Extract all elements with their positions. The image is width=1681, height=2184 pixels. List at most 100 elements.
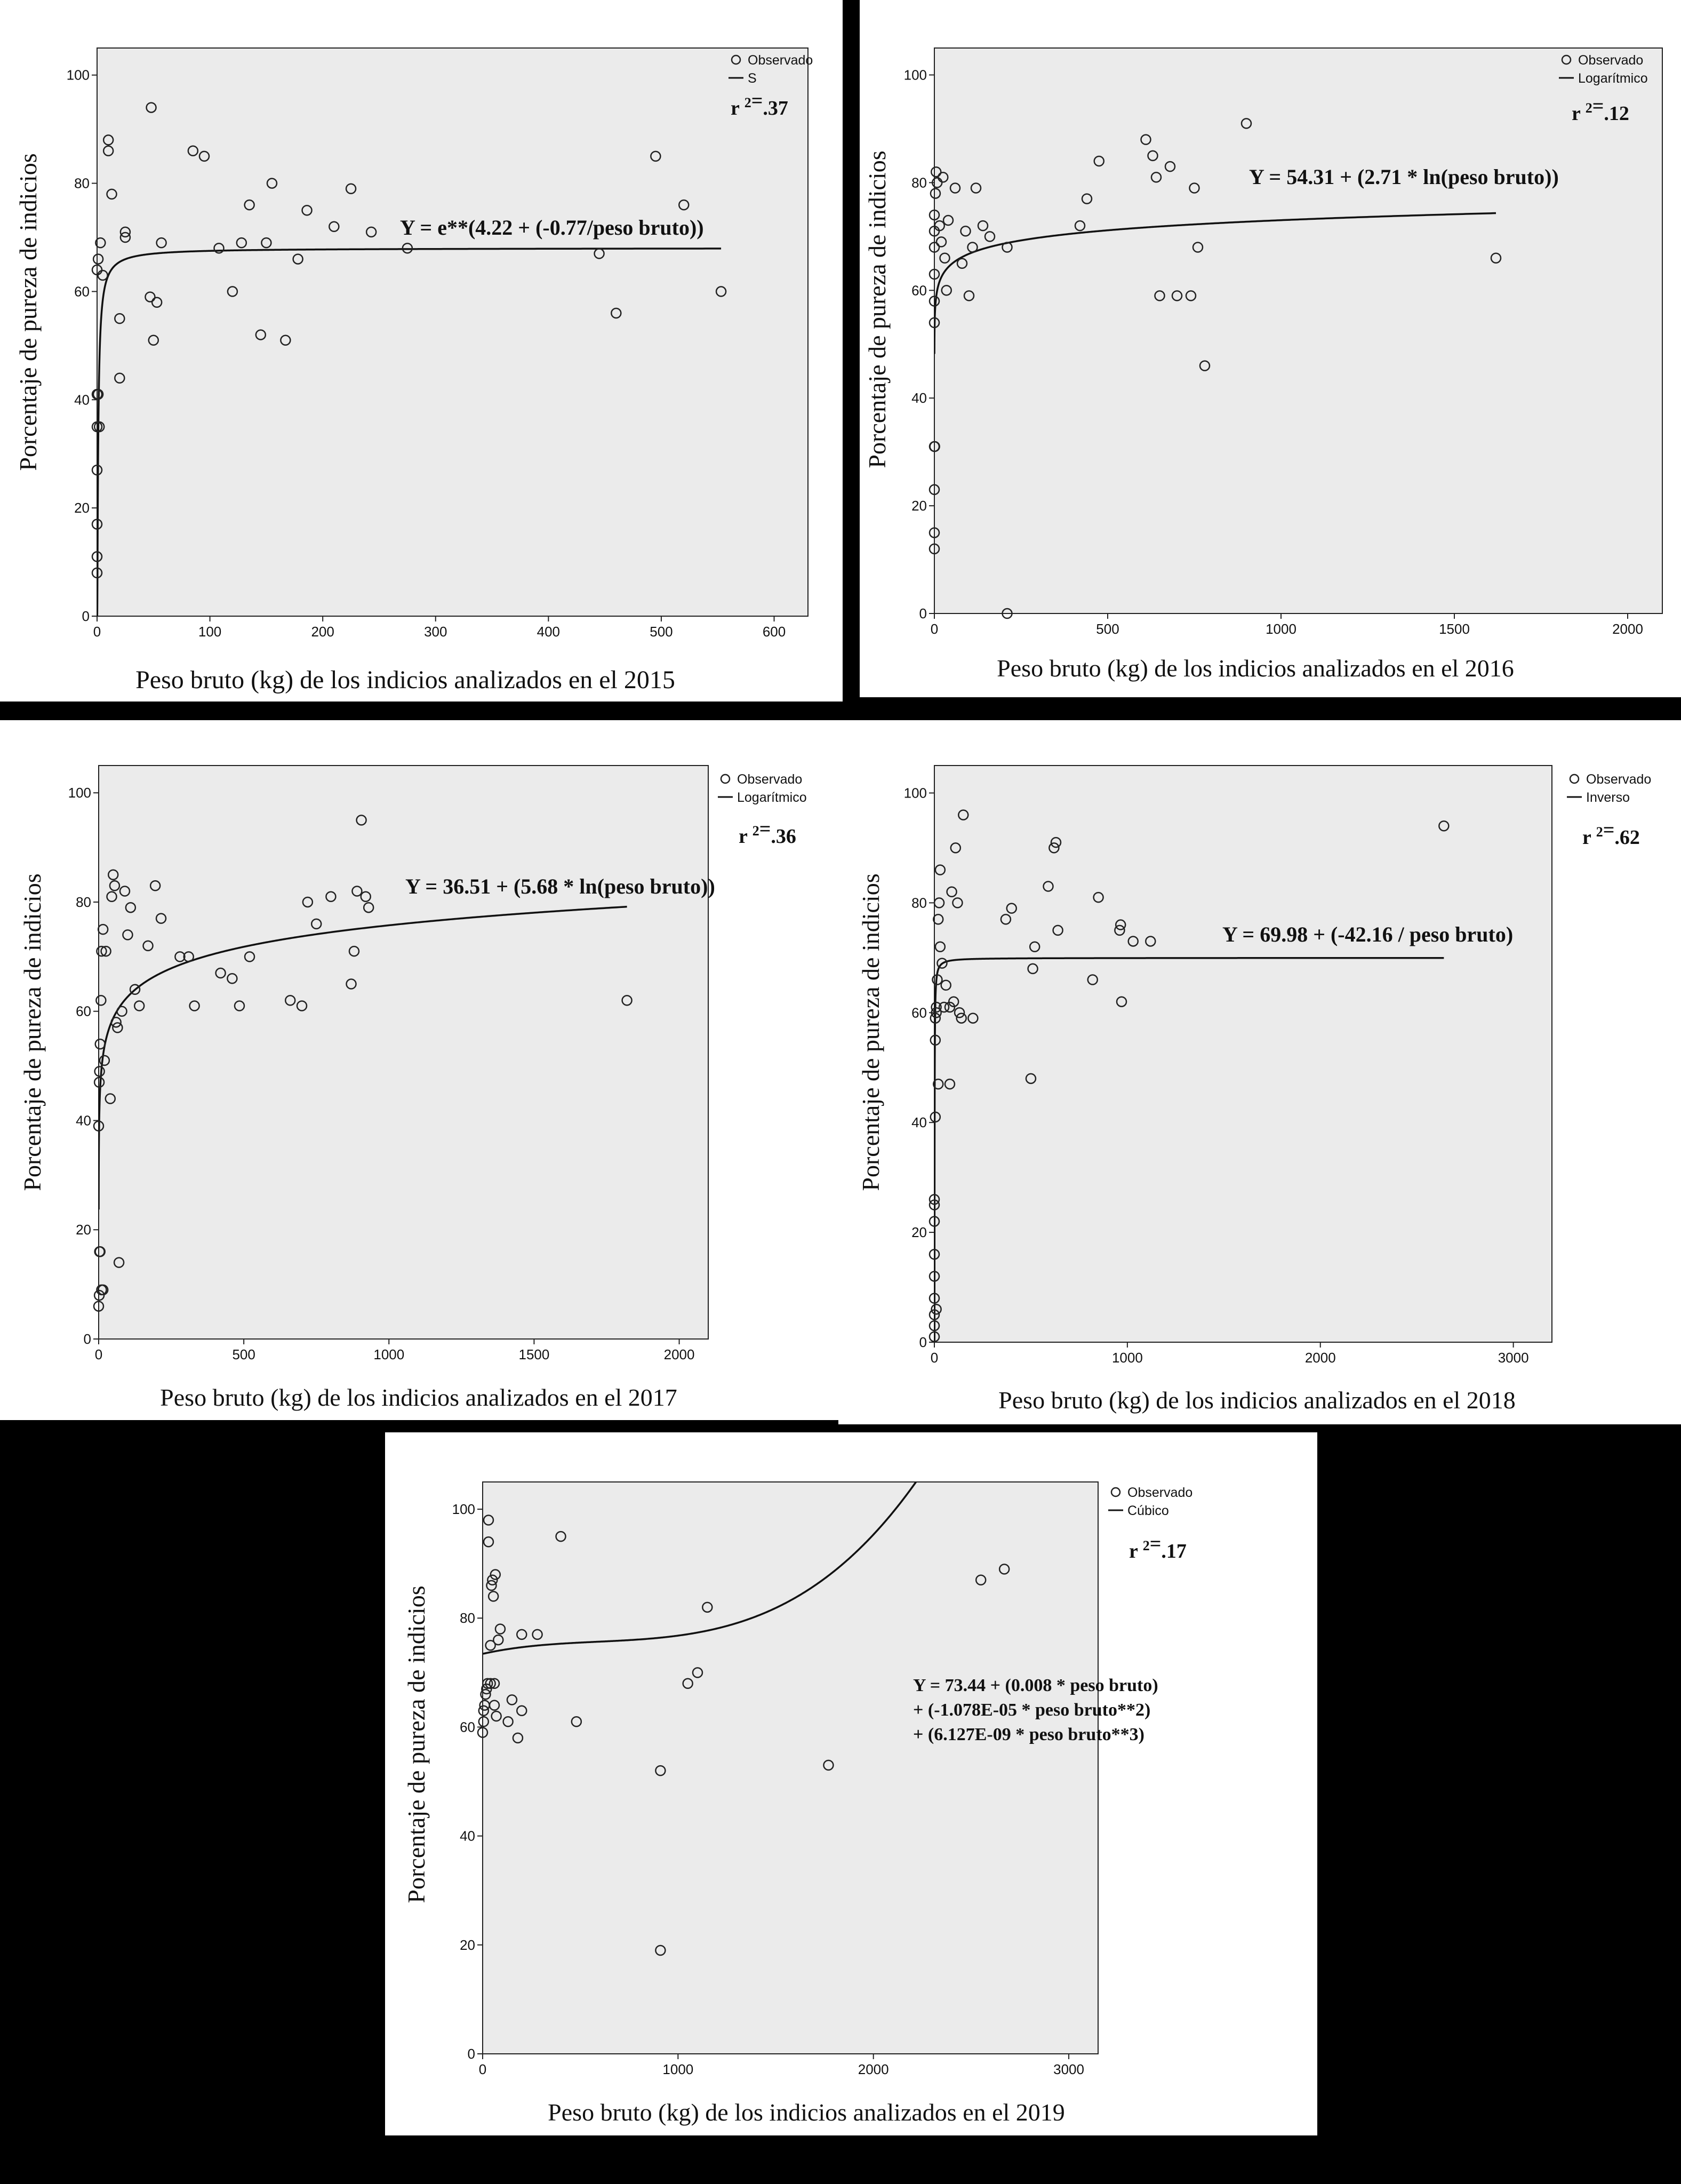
data-point bbox=[1000, 914, 1012, 925]
y-tick-label: 100 bbox=[68, 785, 91, 801]
x-axis-title: Peso bruto (kg) de los indicios analizad… bbox=[998, 1386, 1516, 1414]
chart-panel-2018: 0 20 40 60 80 100 0 1000 2000 3000 Peso bruto (kg)… bbox=[838, 720, 1681, 1424]
y-tick-label: 0 bbox=[468, 2046, 475, 2062]
data-point bbox=[931, 1007, 942, 1018]
r-squared-prefix: r bbox=[739, 825, 753, 848]
data-point bbox=[114, 372, 125, 384]
data-point bbox=[594, 248, 605, 259]
x-tick-label: 0 bbox=[479, 2061, 486, 2077]
data-point bbox=[93, 1289, 105, 1301]
fit-equation: + (-1.078E-05 * peso bruto**2) bbox=[913, 1700, 1150, 1720]
data-point bbox=[213, 243, 225, 254]
x-tick-label: 0 bbox=[93, 624, 101, 640]
data-point bbox=[946, 886, 957, 898]
data-point bbox=[948, 996, 959, 1007]
data-point bbox=[215, 967, 226, 979]
data-point bbox=[487, 1574, 498, 1586]
data-point bbox=[261, 237, 272, 249]
data-point bbox=[490, 1569, 501, 1580]
data-point bbox=[491, 1710, 502, 1722]
data-point bbox=[933, 897, 945, 908]
data-point bbox=[936, 958, 948, 969]
data-point bbox=[1114, 924, 1125, 936]
data-point bbox=[944, 1001, 956, 1013]
data-point bbox=[485, 1640, 496, 1651]
y-tick-label: 100 bbox=[904, 67, 927, 83]
x-axis-title: Peso bruto (kg) de los indicios analizad… bbox=[160, 1384, 677, 1411]
data-point bbox=[967, 242, 978, 253]
data-point bbox=[929, 441, 940, 452]
data-point bbox=[486, 1580, 497, 1591]
data-point bbox=[482, 1678, 493, 1689]
x-tick-label: 500 bbox=[650, 624, 673, 640]
x-tick-label: 2000 bbox=[1305, 1350, 1336, 1366]
data-point bbox=[93, 1077, 105, 1088]
data-point bbox=[928, 1249, 940, 1260]
data-point bbox=[934, 220, 945, 232]
r-squared-prefix: r bbox=[1572, 102, 1586, 125]
data-point bbox=[931, 166, 942, 178]
data-point bbox=[928, 317, 940, 329]
data-point bbox=[949, 182, 961, 194]
r-squared-superscript: 2 bbox=[1143, 1538, 1150, 1553]
data-point bbox=[105, 1093, 116, 1104]
data-point bbox=[928, 1293, 940, 1304]
data-point bbox=[189, 1000, 200, 1011]
data-point bbox=[93, 421, 105, 433]
legend-observed-label: Observado bbox=[1586, 772, 1651, 787]
fit-line bbox=[97, 248, 722, 616]
data-point bbox=[1025, 1073, 1037, 1085]
data-point bbox=[621, 994, 633, 1006]
x-tick-label: 500 bbox=[1096, 621, 1119, 637]
data-point bbox=[487, 1591, 499, 1602]
plot-area bbox=[934, 47, 1663, 614]
data-point bbox=[1171, 290, 1183, 301]
data-point bbox=[1029, 941, 1040, 952]
data-point bbox=[650, 150, 661, 162]
data-point bbox=[149, 880, 161, 891]
data-point bbox=[1240, 118, 1252, 129]
data-point bbox=[928, 209, 940, 221]
data-point bbox=[102, 145, 114, 156]
data-point bbox=[183, 951, 194, 962]
y-axis-title: Porcentaje de pureza de indicios bbox=[403, 1585, 430, 1903]
data-point bbox=[928, 1271, 940, 1282]
data-point bbox=[360, 891, 371, 902]
y-tick-label: 80 bbox=[911, 895, 927, 911]
y-tick-label: 80 bbox=[911, 174, 927, 190]
data-point bbox=[95, 237, 106, 249]
data-point bbox=[1093, 891, 1104, 903]
r-squared-equals: = bbox=[1592, 95, 1604, 117]
data-point bbox=[1115, 919, 1126, 930]
y-tick-label: 40 bbox=[74, 392, 90, 408]
data-point bbox=[116, 1006, 127, 1017]
data-point bbox=[356, 815, 367, 826]
y-tick-label: 40 bbox=[911, 1114, 927, 1130]
legend-observed-label: Observado bbox=[748, 53, 813, 68]
legend-fit-label: S bbox=[748, 71, 757, 86]
data-point bbox=[402, 243, 413, 254]
data-point bbox=[292, 253, 303, 265]
data-point bbox=[1052, 924, 1063, 936]
data-point bbox=[1006, 903, 1017, 914]
x-tick-label: 0 bbox=[931, 621, 938, 637]
r-squared-superscript: 2 bbox=[1586, 100, 1592, 116]
data-point bbox=[97, 269, 108, 281]
data-point bbox=[122, 929, 133, 940]
data-point bbox=[93, 1301, 105, 1312]
chart-panel-2019: 0 20 40 60 80 100 0 1000 2000 3000 Peso bruto (kg)… bbox=[385, 1432, 1317, 2135]
plot-area bbox=[482, 1481, 1099, 2054]
data-point bbox=[532, 1629, 543, 1640]
data-point bbox=[363, 902, 374, 913]
x-tick-label: 1000 bbox=[662, 2061, 693, 2077]
data-point bbox=[148, 334, 159, 346]
data-point bbox=[346, 978, 357, 990]
data-point bbox=[483, 1536, 494, 1548]
data-point bbox=[970, 182, 982, 194]
data-point bbox=[932, 914, 944, 925]
data-point bbox=[310, 918, 322, 930]
data-point bbox=[99, 1055, 110, 1066]
data-point bbox=[932, 974, 943, 985]
data-point bbox=[236, 237, 247, 249]
x-tick-label: 1000 bbox=[373, 1346, 404, 1362]
